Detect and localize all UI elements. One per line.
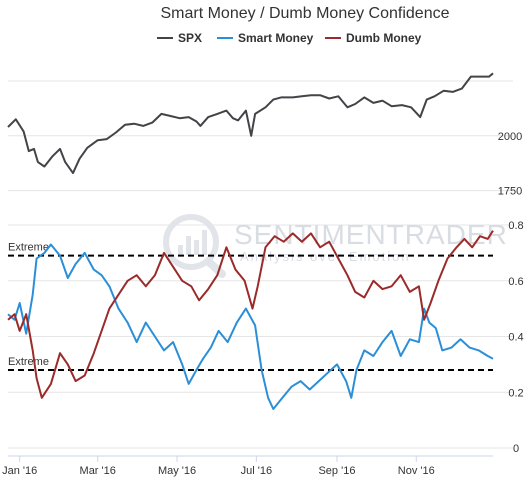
price-tick-label-0: 2000 — [498, 131, 522, 143]
confidence-tick-label-4: 0 — [513, 443, 519, 455]
watermark-title: SENTIMENTRADER — [234, 219, 508, 250]
reference-lines: Extreme Extreme — [8, 242, 493, 371]
legend-item-spx[interactable]: SPX — [157, 31, 202, 45]
x-tick-label-3: Jul '16 — [241, 465, 272, 477]
gridlines — [8, 80, 513, 449]
legend[interactable]: SPX Smart Money Dumb Money — [157, 31, 422, 45]
extreme-label-0: Extreme — [8, 242, 49, 254]
x-axis: Jan '16 Mar '16 May '16 Jul '16 Sep '16 Nov '… — [2, 455, 493, 477]
series-line-smart-money — [7, 243, 494, 410]
confidence-tick-label-3: 0.2 — [508, 387, 523, 399]
series-line-spx — [7, 72, 494, 175]
x-tick-label-0: Jan '16 — [2, 465, 37, 477]
x-tick-label-5: Nov '16 — [398, 465, 435, 477]
series-layer — [7, 72, 494, 410]
legend-label-2: Dumb Money — [346, 31, 422, 45]
confidence-tick-label-2: 0.4 — [508, 332, 523, 344]
x-tick-label-4: Sep '16 — [318, 465, 355, 477]
series-line-dumb-money — [7, 230, 494, 399]
chart-title: Smart Money / Dumb Money Confidence — [160, 5, 449, 22]
legend-item-smart-money[interactable]: Smart Money — [217, 31, 314, 45]
legend-label-1: Smart Money — [238, 31, 314, 45]
watermark-logo-icon — [163, 214, 226, 278]
confidence-axis: 0.8 0.6 0.4 0.2 0 — [508, 220, 523, 455]
watermark-subtitle: Analysis over Emotion — [240, 249, 411, 264]
watermark: SENTIMENTRADER Analysis over Emotion — [163, 214, 508, 278]
x-tick-label-2: May '16 — [158, 465, 196, 477]
x-tick-label-1: Mar '16 — [80, 465, 116, 477]
legend-label-0: SPX — [178, 31, 202, 45]
legend-item-dumb-money[interactable]: Dumb Money — [325, 31, 422, 45]
extreme-label-1: Extreme — [8, 356, 49, 368]
price-axis: 2000 1750 — [498, 131, 522, 198]
price-tick-label-1: 1750 — [498, 186, 522, 198]
confidence-tick-label-1: 0.6 — [508, 276, 523, 288]
confidence-tick-label-0: 0.8 — [508, 220, 523, 232]
